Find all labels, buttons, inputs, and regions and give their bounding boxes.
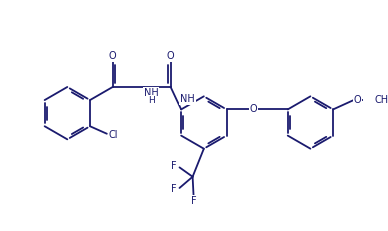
Text: F: F — [191, 196, 196, 206]
Text: Cl: Cl — [109, 130, 118, 140]
Text: O: O — [167, 51, 175, 61]
Text: O: O — [353, 95, 361, 105]
Text: H: H — [148, 96, 155, 105]
Text: F: F — [171, 161, 177, 171]
Text: F: F — [171, 184, 177, 194]
Text: O: O — [250, 104, 257, 114]
Text: NH: NH — [180, 94, 195, 104]
Text: NH: NH — [144, 88, 158, 97]
Text: CH₃: CH₃ — [374, 95, 388, 105]
Text: O: O — [109, 51, 116, 61]
